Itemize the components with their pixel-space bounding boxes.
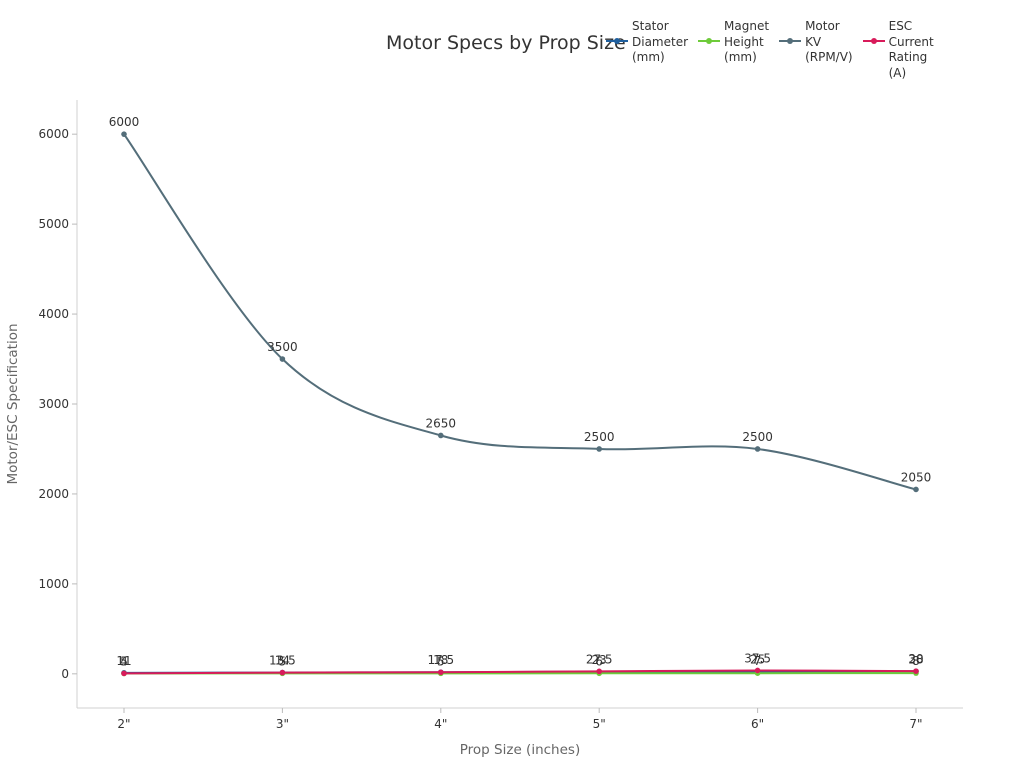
data-label: 27.5 xyxy=(586,652,613,666)
legend-marker xyxy=(870,38,877,44)
y-tick-label: 4000 xyxy=(38,307,69,321)
legend-label: Magnet Height (mm) xyxy=(724,19,770,64)
series-line-3 xyxy=(123,669,917,675)
y-tick-label: 2000 xyxy=(38,487,69,501)
data-point xyxy=(754,446,761,452)
data-label: 2500 xyxy=(584,430,615,444)
data-point xyxy=(279,669,286,676)
data-label: 3500 xyxy=(267,340,298,354)
data-label: 14 xyxy=(275,654,290,668)
legend-item-motor-kv[interactable]: Motor KV (RPM/V) xyxy=(779,19,853,81)
data-label: 13.5 xyxy=(269,654,296,668)
data-point xyxy=(438,432,444,439)
chart-title: Motor Specs by Prop Size xyxy=(386,32,626,54)
data-point xyxy=(121,670,127,677)
data-label: 25 xyxy=(750,653,765,667)
x-axis-title: Prop Size (inches) xyxy=(459,742,581,758)
data-label: 6000 xyxy=(109,115,140,129)
data-label: 7 xyxy=(754,654,762,668)
legend-marker xyxy=(787,38,794,44)
legend-marker xyxy=(614,38,620,44)
data-label: 28 xyxy=(908,652,923,666)
x-tick-label: 7" xyxy=(909,717,922,731)
x-tick-label: 5" xyxy=(593,717,606,731)
data-label: 6 xyxy=(595,654,603,668)
legend: Stator Diameter (mm) Magnet Height (mm) … xyxy=(606,19,944,81)
data-label: 30 xyxy=(908,652,923,666)
data-label: 18 xyxy=(433,653,448,667)
data-point xyxy=(121,131,127,137)
y-tick-label: 0 xyxy=(61,667,69,681)
legend-item-stator-diameter[interactable]: Stator Diameter (mm) xyxy=(606,19,688,81)
data-label: 2650 xyxy=(426,416,457,430)
data-point xyxy=(913,486,919,493)
legend-label: Motor KV (RPM/V) xyxy=(805,19,853,64)
y-axis-title: Motor/ESC Specification xyxy=(5,323,21,485)
y-tick-label: 6000 xyxy=(38,127,69,141)
data-point xyxy=(438,669,444,676)
data-point xyxy=(913,668,919,674)
data-label: 4 xyxy=(120,654,128,668)
legend-label: Stator Diameter (mm) xyxy=(632,19,689,64)
data-label: 2050 xyxy=(901,470,932,484)
data-label: 5 xyxy=(437,654,445,668)
legend-swatch xyxy=(862,33,885,49)
data-label: 37.5 xyxy=(744,651,771,665)
data-point xyxy=(754,667,761,674)
data-label: 23 xyxy=(592,653,607,667)
legend-item-magnet-height[interactable]: Magnet Height (mm) xyxy=(698,19,769,81)
x-tick-label: 6" xyxy=(751,717,764,731)
series-line-2 xyxy=(123,133,917,491)
legend-swatch xyxy=(698,33,721,49)
x-tick-label: 2" xyxy=(117,717,130,731)
legend-item-esc-current[interactable]: ESC Current Rating (A) xyxy=(862,19,934,81)
y-tick-label: 3000 xyxy=(38,397,69,411)
data-label: 11 xyxy=(116,654,131,668)
y-tick-label: 5000 xyxy=(38,217,69,231)
x-tick-label: 4" xyxy=(434,717,447,731)
x-tick-label: 3" xyxy=(276,717,289,731)
legend-swatch xyxy=(606,33,628,49)
data-label: 8 xyxy=(912,654,920,668)
legend-swatch xyxy=(779,33,802,49)
data-label: 2500 xyxy=(742,430,773,444)
y-tick-label: 1000 xyxy=(38,577,69,591)
data-point xyxy=(596,446,602,452)
data-point xyxy=(596,668,602,675)
data-label: 5 xyxy=(120,654,128,668)
data-label: 17.5 xyxy=(427,653,454,667)
legend-label: ESC Current Rating (A) xyxy=(888,19,934,80)
data-label: 5 xyxy=(279,654,287,668)
legend-marker xyxy=(706,38,713,44)
data-point xyxy=(279,356,286,362)
